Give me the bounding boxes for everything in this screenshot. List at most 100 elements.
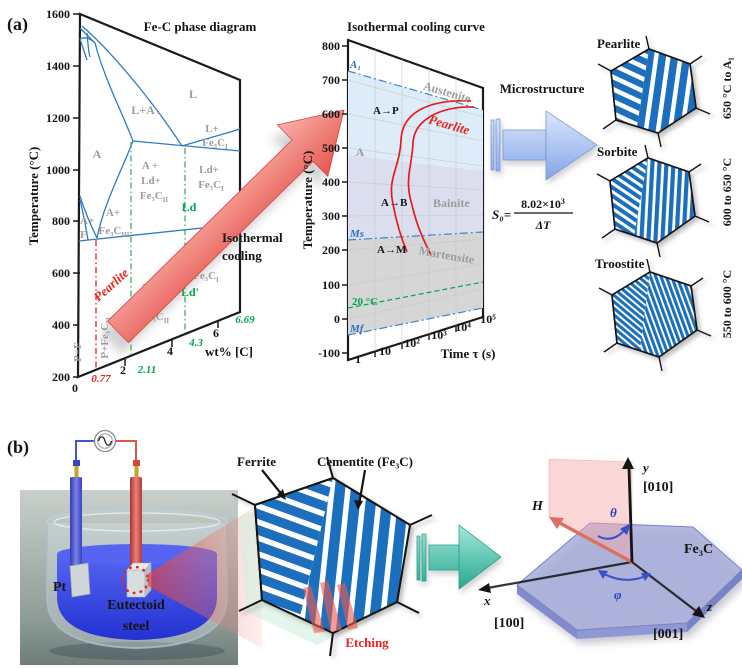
- phase-diagram-y-ticks: 1600 1400 1200 1000 800 600 400 200: [46, 7, 70, 384]
- key-compositions: 0.77 2.11 4.3 6.69: [91, 314, 255, 385]
- axes: [481, 560, 701, 615]
- phase-boundaries: [78, 25, 241, 242]
- phi-arrowhead-left: [598, 570, 608, 579]
- svg-text:Ld: Ld: [182, 200, 197, 214]
- svg-text:A+: A+: [80, 215, 94, 227]
- sorbite-hexagon: [596, 144, 710, 258]
- etching-beams: [303, 581, 358, 633]
- svg-text:F: F: [80, 229, 87, 241]
- ttt-y-ticks: 800 700 600 500 400 300 200 100 0 -100: [318, 39, 340, 360]
- cooling-note-line2: cooling: [222, 248, 262, 263]
- phase-diagram-ticks: [73, 13, 219, 378]
- fe-c-phase-diagram: Fe-C phase diagram Temperature (°C) 1600…: [26, 7, 256, 395]
- ttt-x-ticks: 1 10 10² 10³ 10⁴ 10⁵: [355, 312, 496, 366]
- svg-text:100: 100: [322, 278, 340, 292]
- phase-diagram-y-label: Temperature (°C): [26, 147, 41, 246]
- svg-text:0: 0: [72, 381, 78, 395]
- svg-text:10²: 10²: [404, 336, 420, 350]
- svg-text:2: 2: [120, 363, 126, 377]
- microstructure-arrow: [490, 110, 598, 181]
- sorbite-name: Sorbite: [597, 144, 638, 159]
- ttt-ticks: [342, 45, 457, 357]
- svg-text:2.11: 2.11: [137, 364, 157, 376]
- theta-arrowhead: [620, 523, 631, 535]
- pt-electrode-rod: [70, 477, 82, 568]
- isothermal-cooling-arrow: [100, 109, 345, 355]
- svg-text:Ld': Ld': [181, 285, 199, 299]
- panel-a-tag: (a): [7, 14, 28, 35]
- svg-text:Fe₃CI: Fe₃CI: [198, 179, 224, 193]
- svg-text:P+F: P+F: [72, 342, 84, 362]
- cooling-note-line1: Isothermal: [222, 230, 283, 245]
- svg-text:4: 4: [167, 344, 173, 358]
- h-label: H: [531, 499, 544, 514]
- austenite-a-label: A: [356, 145, 365, 159]
- bainite-label: Bainite: [433, 196, 470, 210]
- svg-text:400: 400: [52, 318, 70, 332]
- svg-text:A: A: [93, 147, 102, 161]
- phase-diagram-x-label: wt% [C]: [205, 344, 253, 359]
- steel-block-front: [126, 569, 146, 598]
- z-arrowhead: [692, 606, 705, 618]
- formula-numerator: 8.02×103: [521, 197, 565, 211]
- svg-text:1: 1: [355, 352, 361, 366]
- phase-callouts: [261, 469, 367, 510]
- svg-text:L: L: [189, 87, 197, 101]
- svg-text:6: 6: [213, 326, 219, 340]
- y-arrowhead: [622, 457, 634, 469]
- formula-denominator: ΔT: [535, 218, 552, 232]
- sorbite-range: 600 to 650 °C: [720, 158, 734, 226]
- ac-power-source: [75, 429, 137, 463]
- svg-text:6.69: 6.69: [235, 314, 255, 326]
- microstructure-label: Microstructure: [500, 81, 585, 96]
- z-axis-label: z: [706, 599, 713, 614]
- magnify-beam: [148, 502, 262, 648]
- svg-text:10: 10: [379, 344, 391, 358]
- svg-text:300: 300: [322, 209, 340, 223]
- svg-text:1200: 1200: [46, 111, 70, 125]
- svg-text:1400: 1400: [46, 59, 70, 73]
- svg-text:Fe₃CII: Fe₃CII: [140, 190, 169, 204]
- pearlite-name: Pearlite: [597, 36, 641, 51]
- svg-text:0.77: 0.77: [91, 373, 111, 385]
- ttt-c-curves: [390, 100, 475, 256]
- phi-label: φ: [614, 587, 622, 602]
- sine-wave-icon: [97, 436, 113, 446]
- sample-electrode-rod: [130, 477, 142, 567]
- ferrite-arrowhead: [277, 489, 286, 500]
- fe3c-label: Fe₃C: [684, 542, 713, 557]
- troostite-hexagon: [598, 258, 712, 372]
- pt-plate: [69, 562, 91, 598]
- ttt-x-label: Time τ (s): [441, 346, 496, 361]
- pearlite-hexagon: [597, 35, 711, 148]
- sample-label-line1: Eutectoid: [107, 598, 165, 613]
- electrodes: [69, 460, 152, 598]
- svg-text:10³: 10³: [431, 328, 447, 342]
- ttt-chart: Isothermal cooling curve Temperature (°C…: [300, 19, 496, 366]
- y-axis-line: [627, 467, 634, 563]
- ferrite-label: Ferrite: [237, 454, 276, 469]
- a-to-b-label: A→B: [381, 197, 408, 209]
- crystal-coordinates: y [010] H θ φ Fe₃C x [100] z [001]: [478, 457, 742, 642]
- red-arrow: [106, 109, 345, 344]
- troostite-name: Troostite: [595, 256, 645, 271]
- svg-text:Ld+: Ld+: [141, 175, 161, 187]
- phase-diagram-x-ticks: 0 2 4 6: [72, 326, 219, 395]
- svg-text:1600: 1600: [46, 7, 70, 21]
- phase-diagram-title: Fe-C phase diagram: [144, 19, 257, 34]
- svg-text:Fe₃CIII: Fe₃CIII: [98, 225, 129, 239]
- pearlite-range: 650 °C to A₁: [720, 57, 734, 119]
- phase-diagram-frame: [76, 12, 242, 379]
- wire-red: [116, 440, 137, 463]
- x-arrowhead: [478, 583, 491, 593]
- pt-label: Pt: [53, 580, 67, 595]
- svg-text:400: 400: [322, 175, 340, 189]
- cementite-arrowhead: [354, 500, 363, 510]
- y-axis-label: y: [641, 460, 649, 475]
- svg-text:700: 700: [322, 73, 340, 87]
- wire-blue: [75, 440, 94, 463]
- svg-text:L+: L+: [205, 123, 219, 135]
- svg-text:Ld+: Ld+: [199, 164, 219, 176]
- cementite-label: Cementite (Fe₃C): [317, 454, 413, 469]
